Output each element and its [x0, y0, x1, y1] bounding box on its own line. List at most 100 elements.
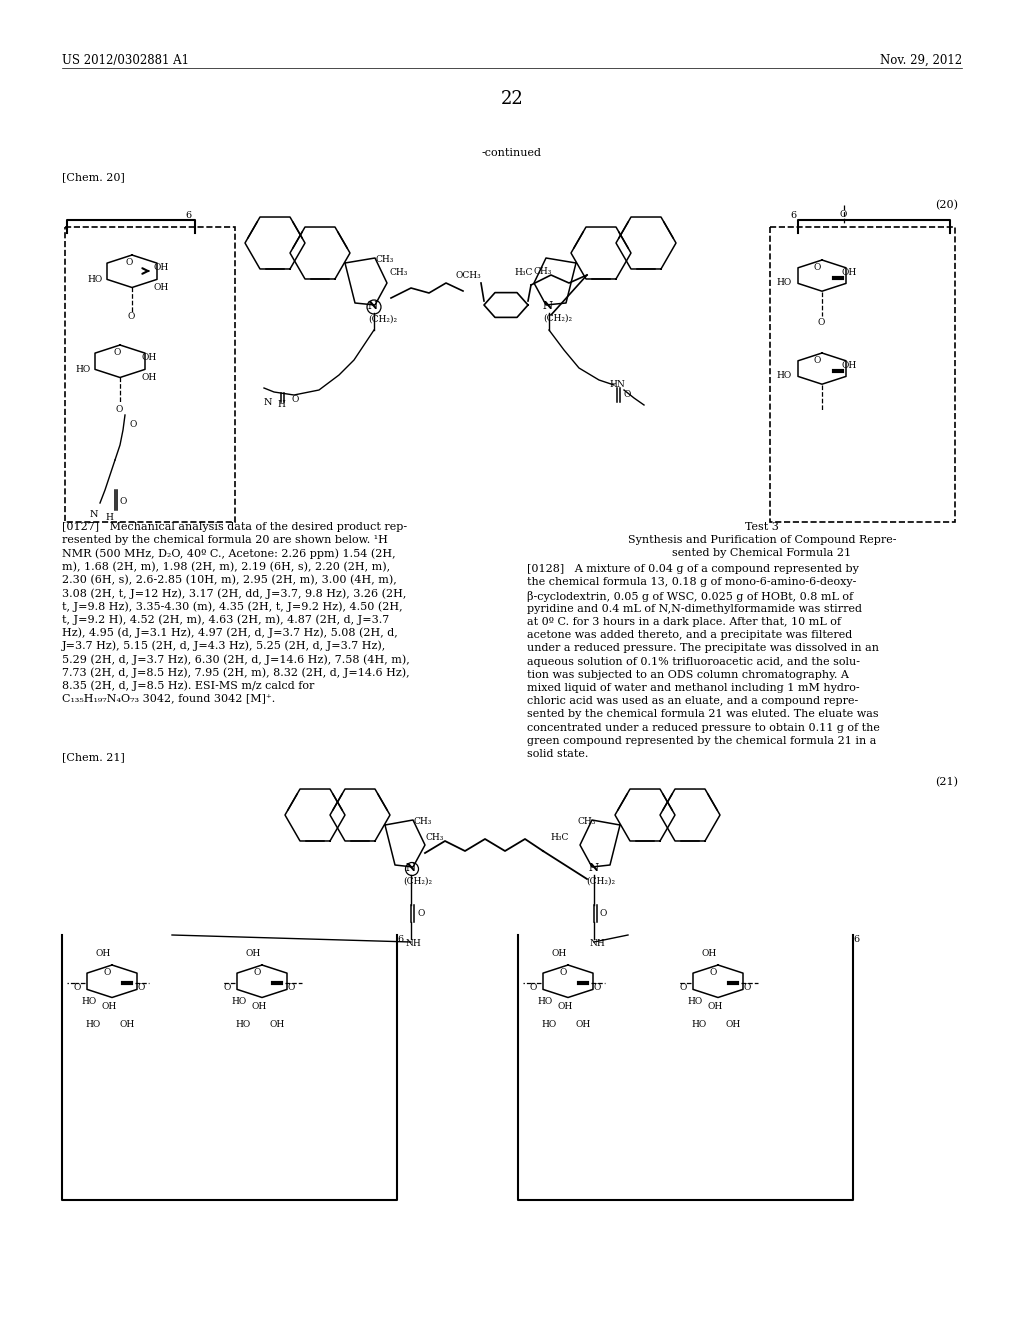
- Text: CH₃: CH₃: [534, 267, 551, 276]
- Text: Nov. 29, 2012: Nov. 29, 2012: [880, 54, 962, 67]
- Text: 6: 6: [790, 211, 796, 220]
- Text: O: O: [679, 983, 686, 993]
- Text: N: N: [264, 399, 272, 407]
- Text: O: O: [818, 318, 825, 327]
- Text: H: H: [105, 513, 113, 521]
- Text: O: O: [130, 420, 137, 429]
- Text: under a reduced pressure. The precipitate was dissolved in an: under a reduced pressure. The precipitat…: [527, 643, 879, 653]
- Text: HO: HO: [81, 997, 96, 1006]
- Text: OH: OH: [842, 268, 857, 277]
- Text: H₃C: H₃C: [550, 833, 568, 842]
- Text: NH: NH: [406, 939, 422, 948]
- Text: (20): (20): [935, 201, 958, 210]
- Text: OH: OH: [725, 1020, 740, 1030]
- Text: (CH₂)₂: (CH₂)₂: [403, 876, 432, 886]
- Text: HO: HO: [85, 1020, 100, 1030]
- Text: O: O: [814, 263, 821, 272]
- Text: OH: OH: [701, 949, 716, 958]
- Text: OH: OH: [551, 949, 566, 958]
- Text: O: O: [113, 348, 121, 356]
- Text: N: N: [368, 300, 378, 312]
- Text: t, J=9.8 Hz), 3.35-4.30 (m), 4.35 (2H, t, J=9.2 Hz), 4.50 (2H,: t, J=9.8 Hz), 3.35-4.30 (m), 4.35 (2H, t…: [62, 601, 402, 611]
- Text: OH: OH: [558, 1002, 573, 1011]
- Text: Synthesis and Purification of Compound Repre-: Synthesis and Purification of Compound R…: [628, 535, 896, 545]
- Text: O: O: [73, 983, 80, 993]
- Text: NH: NH: [589, 939, 605, 948]
- Text: CH₃: CH₃: [413, 817, 431, 826]
- Text: tion was subjected to an ODS column chromatography. A: tion was subjected to an ODS column chro…: [527, 669, 849, 680]
- Text: HO: HO: [541, 1020, 556, 1030]
- Text: OH: OH: [269, 1020, 285, 1030]
- Text: green compound represented by the chemical formula 21 in a: green compound represented by the chemic…: [527, 735, 877, 746]
- Text: O: O: [223, 983, 230, 993]
- Text: O: O: [115, 405, 123, 414]
- Text: (CH₂)₂: (CH₂)₂: [586, 876, 615, 886]
- Text: mixed liquid of water and methanol including 1 mM hydro-: mixed liquid of water and methanol inclu…: [527, 682, 859, 693]
- Text: O: O: [137, 983, 144, 993]
- Text: O: O: [623, 389, 631, 399]
- Text: HO: HO: [231, 997, 246, 1006]
- Text: m), 1.68 (2H, m), 1.98 (2H, m), 2.19 (6H, s), 2.20 (2H, m),: m), 1.68 (2H, m), 1.98 (2H, m), 2.19 (6H…: [62, 561, 390, 572]
- Text: OH: OH: [95, 949, 111, 958]
- Text: HO: HO: [87, 275, 102, 284]
- Text: resented by the chemical formula 20 are shown below. ¹H: resented by the chemical formula 20 are …: [62, 535, 388, 545]
- Text: CH₃: CH₃: [426, 833, 444, 842]
- Text: O: O: [593, 983, 600, 993]
- Text: aqueous solution of 0.1% trifluoroacetic acid, and the solu-: aqueous solution of 0.1% trifluoroacetic…: [527, 656, 860, 667]
- Text: CH₃: CH₃: [578, 817, 596, 826]
- Text: O: O: [119, 498, 126, 506]
- Text: pyridine and 0.4 mL of N,N-dimethylformamide was stirred: pyridine and 0.4 mL of N,N-dimethylforma…: [527, 603, 862, 614]
- Text: O: O: [559, 968, 566, 977]
- Text: HO: HO: [691, 1020, 707, 1030]
- Text: HO: HO: [537, 997, 552, 1006]
- Text: OH: OH: [575, 1020, 590, 1030]
- Text: Test 3: Test 3: [745, 521, 779, 532]
- Text: O: O: [743, 983, 751, 993]
- Text: H: H: [278, 400, 285, 409]
- Text: acetone was added thereto, and a precipitate was filtered: acetone was added thereto, and a precipi…: [527, 630, 852, 640]
- Text: solid state.: solid state.: [527, 748, 589, 759]
- Text: [0128]   A mixture of 0.04 g of a compound represented by: [0128] A mixture of 0.04 g of a compound…: [527, 564, 859, 574]
- Text: 22: 22: [501, 90, 523, 108]
- Text: 6: 6: [185, 211, 191, 220]
- Text: N: N: [406, 862, 416, 873]
- Text: O: O: [600, 909, 607, 917]
- Text: [Chem. 20]: [Chem. 20]: [62, 172, 125, 182]
- Text: O: O: [529, 983, 537, 993]
- Text: HO: HO: [687, 997, 702, 1006]
- Text: t, J=9.2 H), 4.52 (2H, m), 4.63 (2H, m), 4.87 (2H, d, J=3.7: t, J=9.2 H), 4.52 (2H, m), 4.63 (2H, m),…: [62, 614, 389, 624]
- Text: OH: OH: [153, 263, 168, 272]
- Text: HO: HO: [776, 279, 792, 286]
- Text: CH₃: CH₃: [375, 255, 393, 264]
- Text: O: O: [253, 968, 260, 977]
- Text: -continued: -continued: [482, 148, 542, 158]
- Text: C₁₃₅H₁₉₇N₄O₇₃ 3042, found 3042 [M]⁺.: C₁₃₅H₁₉₇N₄O₇₃ 3042, found 3042 [M]⁺.: [62, 693, 275, 704]
- Text: the chemical formula 13, 0.18 g of mono-6-amino-6-deoxy-: the chemical formula 13, 0.18 g of mono-…: [527, 577, 856, 587]
- Text: (CH₂)₂: (CH₂)₂: [368, 315, 397, 323]
- Text: OH: OH: [245, 949, 260, 958]
- Text: O: O: [287, 983, 294, 993]
- Text: [0127]   Mechanical analysis data of the desired product rep-: [0127] Mechanical analysis data of the d…: [62, 521, 408, 532]
- Text: chloric acid was used as an eluate, and a compound repre-: chloric acid was used as an eluate, and …: [527, 696, 858, 706]
- Text: O: O: [814, 356, 821, 366]
- Text: 6: 6: [853, 935, 859, 944]
- Text: H₃C: H₃C: [514, 268, 532, 277]
- Text: sented by the chemical formula 21 was eluted. The eluate was: sented by the chemical formula 21 was el…: [527, 709, 879, 719]
- Text: OH: OH: [141, 374, 157, 381]
- Text: N: N: [543, 300, 553, 312]
- Text: O: O: [291, 395, 298, 404]
- Text: concentrated under a reduced pressure to obtain 0.11 g of the: concentrated under a reduced pressure to…: [527, 722, 880, 733]
- Text: 8.35 (2H, d, J=8.5 Hz). ESI-MS m/z calcd for: 8.35 (2H, d, J=8.5 Hz). ESI-MS m/z calcd…: [62, 680, 314, 690]
- Text: OH: OH: [842, 360, 857, 370]
- Text: 6: 6: [397, 935, 403, 944]
- Text: US 2012/0302881 A1: US 2012/0302881 A1: [62, 54, 189, 67]
- Text: N: N: [589, 862, 599, 873]
- Text: OH: OH: [102, 1002, 118, 1011]
- Text: O: O: [125, 257, 132, 267]
- Text: [Chem. 21]: [Chem. 21]: [62, 752, 125, 762]
- Text: HO: HO: [776, 371, 792, 380]
- Text: HN: HN: [609, 380, 625, 389]
- Text: O: O: [417, 909, 424, 917]
- Text: HO: HO: [234, 1020, 250, 1030]
- Text: β-cyclodextrin, 0.05 g of WSC, 0.025 g of HOBt, 0.8 mL of: β-cyclodextrin, 0.05 g of WSC, 0.025 g o…: [527, 590, 853, 602]
